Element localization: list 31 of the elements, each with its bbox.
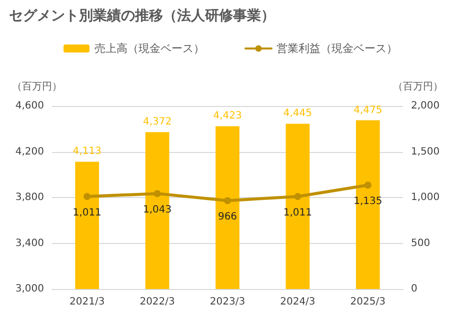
x-tick-label: 2023/3 bbox=[210, 296, 246, 308]
y2-axis-title: （百万円） bbox=[393, 82, 443, 92]
point bbox=[224, 197, 231, 204]
y-axis-title: （百万円） bbox=[12, 82, 62, 92]
data-label: 4,445 bbox=[283, 108, 312, 120]
x-tick-label: 2022/3 bbox=[140, 296, 175, 308]
data-label: 4,113 bbox=[72, 146, 102, 158]
y2-tick-label: 2,000 bbox=[411, 100, 440, 112]
legend-label: 売上高（現金ベース） bbox=[94, 42, 204, 55]
point bbox=[154, 190, 161, 198]
point bbox=[364, 182, 372, 189]
y2-tick-label: 0 bbox=[411, 284, 418, 294]
y2-tick-label: 1,000 bbox=[411, 192, 440, 203]
y-tick-label: 4,200 bbox=[15, 146, 44, 158]
data-label: 4,423 bbox=[213, 110, 242, 122]
chart-title: セグメント別業績の推移（法人研修事業） bbox=[9, 8, 275, 24]
x-tick-label: 2025/3 bbox=[350, 296, 386, 308]
data-label: 4,475 bbox=[354, 104, 382, 116]
data-label: 4,372 bbox=[142, 116, 172, 128]
y-tick-label: 3,800 bbox=[15, 192, 44, 203]
data-label: 966 bbox=[218, 212, 238, 223]
y-tick-label: 4,600 bbox=[15, 100, 44, 112]
y2-tick-label: 1,500 bbox=[411, 146, 440, 158]
y-tick-label: 3,000 bbox=[15, 284, 44, 294]
point bbox=[84, 192, 91, 200]
y2-tick-label: 500 bbox=[411, 238, 430, 249]
legend-label: 営業利益（現金ベース） bbox=[276, 42, 398, 55]
y-tick-label: 3,400 bbox=[15, 238, 44, 249]
x-tick-label: 2024/3 bbox=[280, 296, 316, 308]
x-tick-label: 2021/3 bbox=[70, 296, 105, 308]
point bbox=[294, 192, 302, 200]
